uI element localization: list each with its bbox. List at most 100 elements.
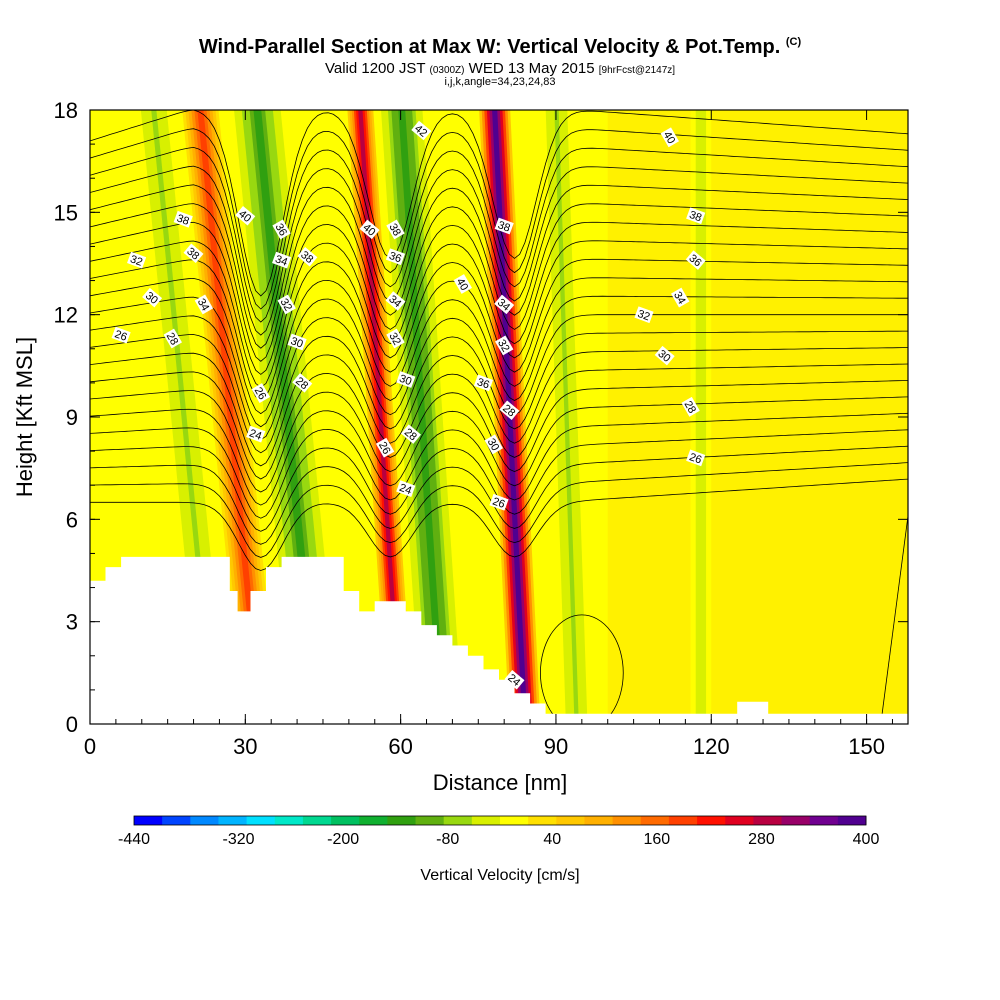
- colorbar-swatch: [640, 816, 670, 825]
- svg-text:38: 38: [688, 209, 704, 224]
- colorbar-swatch: [725, 816, 754, 825]
- theta-contour-2: [90, 445, 908, 545]
- terrain-mask: [90, 556, 908, 724]
- colorbar-tick-label: 280: [748, 831, 775, 848]
- theta-contour-4: [90, 412, 908, 519]
- theta-label-34: 34: [272, 251, 292, 269]
- theta-label-26: 26: [111, 326, 131, 344]
- field-background-east: [607, 110, 908, 724]
- svg-text:38: 38: [496, 219, 512, 234]
- colorbar-tick-label: -320: [223, 831, 255, 848]
- x-tick-label: 150: [848, 734, 885, 759]
- theta-label-28: 28: [681, 396, 700, 417]
- velocity-band-1: [197, 110, 264, 724]
- colorbar-swatch: [556, 816, 585, 825]
- colorbar-swatch: [359, 816, 388, 825]
- colorbar-swatch: [471, 816, 501, 825]
- theta-label-34: 34: [194, 294, 214, 315]
- theta-label-32: 32: [127, 251, 147, 269]
- colorbar-swatch: [218, 816, 248, 825]
- theta-label-24: 24: [396, 480, 416, 497]
- colorbar-tick-label: 400: [853, 831, 880, 848]
- y-tick-label: 0: [66, 712, 78, 737]
- svg-text:40: 40: [661, 129, 678, 146]
- svg-text:26: 26: [113, 328, 129, 343]
- colorbar-tick-label: -200: [327, 831, 359, 848]
- theta-label-30: 30: [396, 371, 416, 388]
- theta-contour-7: [90, 363, 908, 480]
- theta-label-26: 26: [375, 437, 395, 458]
- theta-contour-14: [90, 240, 908, 388]
- velocity-field: [90, 110, 908, 724]
- colorbar-swatch: [837, 816, 867, 825]
- colorbar-frame: [133, 815, 867, 826]
- x-tick-label: 60: [388, 734, 412, 759]
- colorbar-tick-label: -80: [436, 831, 459, 848]
- svg-text:40: 40: [454, 276, 471, 293]
- theta-contour-5: [90, 396, 908, 506]
- theta-label-32: 32: [634, 306, 654, 323]
- theta-contour-20: [90, 128, 908, 310]
- colorbar-swatch: [781, 816, 811, 825]
- theta-label-40: 40: [660, 127, 679, 148]
- svg-text:28: 28: [681, 399, 698, 416]
- colorbar-tick-label: -440: [118, 831, 150, 848]
- theta-contour-10: [90, 314, 908, 441]
- colorbar-swatch: [387, 816, 417, 825]
- svg-text:24: 24: [248, 427, 264, 442]
- theta-label-38: 38: [173, 210, 193, 228]
- colorbar-swatch: [443, 816, 473, 825]
- theta-contour-12: [90, 277, 908, 415]
- svg-text:34: 34: [273, 253, 289, 268]
- svg-text:26: 26: [491, 496, 507, 511]
- theta-label-32: 32: [386, 328, 405, 349]
- colorbar-swatch: [134, 816, 163, 825]
- colorbar-swatch: [697, 816, 726, 825]
- x-tick-label: 90: [544, 734, 568, 759]
- theta-label-36: 36: [272, 219, 291, 240]
- svg-text:38: 38: [175, 212, 191, 227]
- y-tick-label: 3: [66, 610, 78, 635]
- svg-text:32: 32: [386, 331, 403, 348]
- theta-label-26: 26: [251, 383, 270, 404]
- colorbar-tick-label: 160: [644, 831, 671, 848]
- y-tick-label: 12: [54, 303, 78, 328]
- theta-contour-closed: [540, 614, 624, 724]
- terrain: [90, 556, 908, 724]
- y-tick-label: 15: [54, 200, 78, 225]
- colorbar-swatch: [584, 816, 614, 825]
- theta-contour-17: [90, 184, 908, 349]
- colorbar-swatch: [190, 816, 219, 825]
- colorbar: -440 -320 -200 -80 40 160 280 400: [118, 815, 880, 848]
- svg-text:38: 38: [386, 222, 403, 239]
- colorbar-swatch: [162, 816, 191, 825]
- colorbar-swatch: [753, 816, 783, 825]
- svg-text:34: 34: [671, 290, 688, 307]
- velocity-band-3: [358, 110, 403, 724]
- x-tick-label: 120: [693, 734, 730, 759]
- theta-contour-9: [90, 330, 908, 454]
- colorbar-tick-label: 40: [543, 831, 561, 848]
- svg-text:36: 36: [272, 222, 289, 239]
- y-tick-label: 6: [66, 507, 78, 532]
- theta-label-32: 32: [495, 335, 514, 356]
- theta-label-24: 24: [246, 425, 266, 443]
- svg-text:30: 30: [485, 436, 502, 453]
- colorbar-swatch: [274, 816, 304, 825]
- theta-label-40: 40: [453, 274, 472, 294]
- chart-subtitle: Valid 1200 JST (0300Z) WED 13 May 2015 […: [324, 60, 676, 77]
- colorbar-swatch: [246, 816, 276, 825]
- colorbar-swatch: [528, 816, 557, 825]
- theta-label-36: 36: [385, 248, 406, 265]
- theta-contour-11: [90, 295, 908, 428]
- theta-label-28: 28: [163, 328, 182, 349]
- chart-title: Wind-Parallel Section at Max W: Vertical…: [198, 36, 802, 58]
- x-tick-label: 30: [233, 734, 257, 759]
- theta-contour-15: [90, 221, 908, 375]
- svg-text:34: 34: [195, 297, 212, 314]
- colorbar-swatch: [415, 816, 445, 825]
- svg-text:32: 32: [278, 297, 295, 314]
- theta-label-36: 36: [473, 374, 494, 392]
